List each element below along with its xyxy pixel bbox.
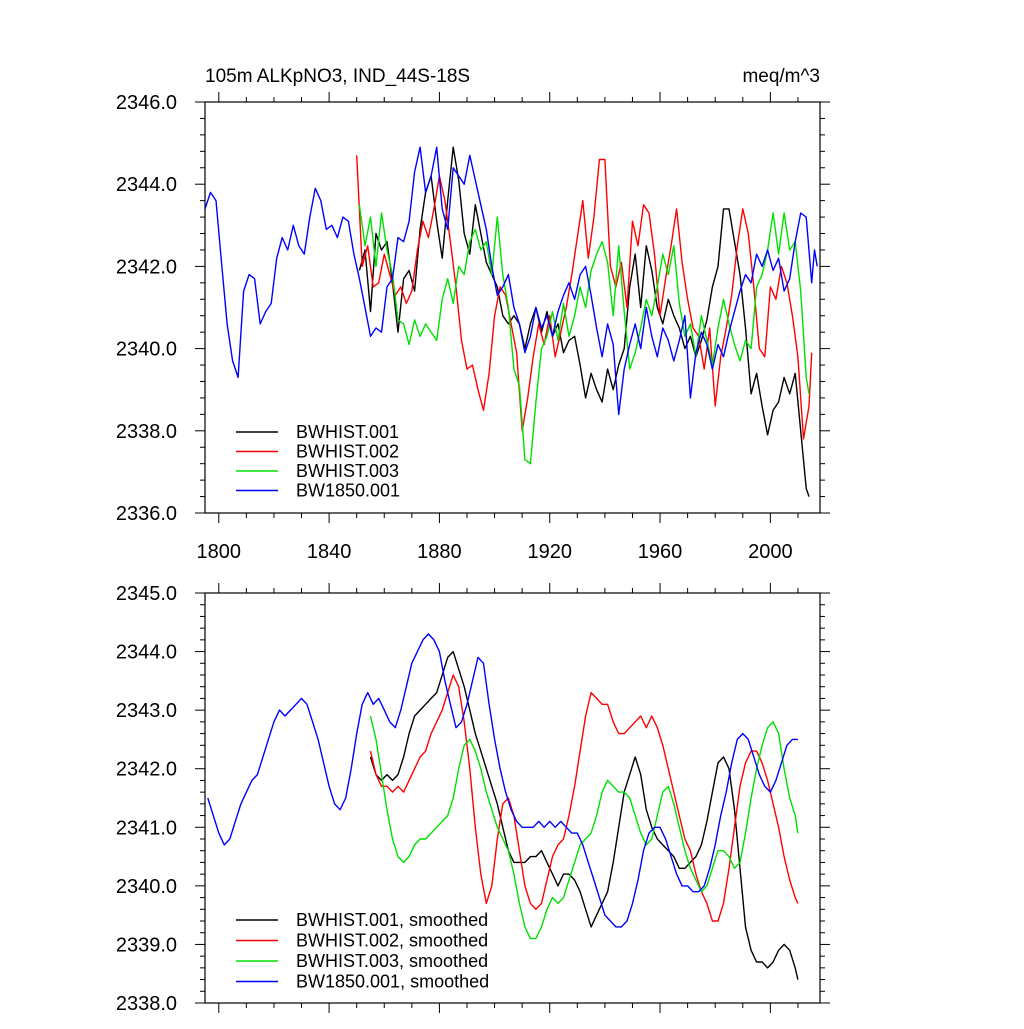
x-tick-label: 1960 <box>638 541 683 563</box>
x-tick-label: 1800 <box>197 541 242 563</box>
legend-label: BWHIST.001 <box>296 422 399 442</box>
series-line <box>369 674 799 922</box>
series-line <box>358 204 810 465</box>
y-tick-label: 2340.0 <box>116 876 177 898</box>
plot-frame <box>204 101 821 514</box>
plot-frame <box>204 592 821 1004</box>
legend-label: BWHIST.003 <box>296 461 399 481</box>
x-tick-label: 1880 <box>417 541 462 563</box>
y-tick-label: 2344.0 <box>116 174 177 196</box>
series-line <box>207 633 798 928</box>
y-tick-label: 2343.0 <box>116 700 177 722</box>
y-tick-label: 2338.0 <box>116 993 177 1015</box>
series-line <box>205 146 818 416</box>
y-tick-label: 2336.0 <box>116 503 177 525</box>
series-line <box>358 146 810 497</box>
x-tick-label: 1840 <box>307 541 352 563</box>
chart-units: meq/m^3 <box>742 66 820 87</box>
y-tick-label: 2339.0 <box>116 934 177 956</box>
legend-label: BWHIST.001, smoothed <box>296 910 488 930</box>
y-tick-label: 2342.0 <box>116 759 177 781</box>
panel-1: 1800 1840 1880 1920 1960 2000 2336.0 2338.0 2340… <box>116 66 830 563</box>
x-tick-label: 1920 <box>527 541 572 563</box>
legend-label: BWHIST.003, smoothed <box>296 951 488 971</box>
chart-title: 105m ALKpNO3, IND_44S-18S <box>205 66 470 87</box>
legend-label: BWHIST.002 <box>296 442 399 462</box>
legend-label: BW1850.001, smoothed <box>296 972 489 992</box>
series-line <box>369 650 799 980</box>
legend-label: BWHIST.002, smoothed <box>296 931 488 951</box>
y-tick-label: 2346.0 <box>116 92 177 114</box>
y-tick-label: 2340.0 <box>116 339 177 361</box>
legend-label: BW1850.001 <box>296 481 400 501</box>
y-tick-label: 2345.0 <box>116 583 177 605</box>
panel-2: 2338.0 2339.0 2340.0 2341.0 2342.0 2343.0 2344… <box>116 583 830 1015</box>
y-tick-label: 2342.0 <box>116 256 177 278</box>
y-tick-label: 2338.0 <box>116 421 177 443</box>
series-line <box>369 715 799 940</box>
series-line <box>356 155 813 440</box>
x-tick-label: 2000 <box>748 541 793 563</box>
y-tick-label: 2344.0 <box>116 642 177 664</box>
y-tick-label: 2341.0 <box>116 817 177 839</box>
